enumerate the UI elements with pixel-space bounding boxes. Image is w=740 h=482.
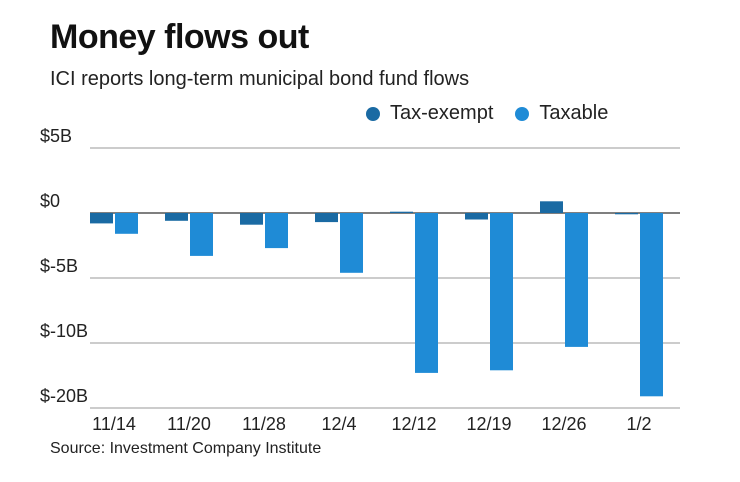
legend-item-tax-exempt: Tax-exempt xyxy=(366,102,493,125)
legend-item-taxable: Taxable xyxy=(515,102,608,125)
bar-tax-exempt-12-4 xyxy=(315,213,338,223)
legend-swatch-taxable xyxy=(515,106,530,121)
x-tick-label: 11/14 xyxy=(92,414,136,434)
bar-taxable-1-2 xyxy=(640,213,663,397)
bar-tax-exempt-12-26 xyxy=(540,201,563,213)
bar-tax-exempt-12-12 xyxy=(390,211,413,213)
legend: Tax-exempt Taxable xyxy=(366,102,630,125)
bar-tax-exempt-11-28 xyxy=(240,213,263,225)
y-tick-label: $-10B xyxy=(40,321,88,341)
y-tick-label: $0 xyxy=(40,191,60,211)
legend-label-tax-exempt: Tax-exempt xyxy=(390,102,494,124)
legend-label-taxable: Taxable xyxy=(539,102,609,124)
x-tick-label: 12/26 xyxy=(541,414,586,434)
y-tick-label: $5B xyxy=(40,126,72,146)
bar-taxable-11-14 xyxy=(115,213,138,234)
bar-tax-exempt-12-19 xyxy=(465,213,488,220)
chart-title: Money flows out xyxy=(50,18,309,56)
source-note: Source: Investment Company Institute xyxy=(50,440,322,457)
bar-taxable-12-4 xyxy=(340,213,363,273)
legend-swatch-tax-exempt xyxy=(366,106,380,121)
x-tick-label: 11/20 xyxy=(167,414,211,434)
bar-tax-exempt-1-2 xyxy=(615,213,638,215)
bar-taxable-11-20 xyxy=(190,213,213,256)
x-tick-label: 12/12 xyxy=(391,414,436,434)
x-tick-label: 12/4 xyxy=(321,414,356,434)
bar-taxable-12-19 xyxy=(490,213,513,371)
bar-tax-exempt-11-14 xyxy=(90,213,113,224)
x-tick-label: 11/28 xyxy=(242,414,286,434)
x-tick-label: 12/19 xyxy=(466,414,511,434)
bar-taxable-12-26 xyxy=(565,213,588,347)
bar-taxable-12-12 xyxy=(415,213,438,373)
y-tick-label: $-5B xyxy=(40,256,78,276)
chart-subtitle: ICI reports long-term municipal bond fun… xyxy=(50,68,470,90)
y-tick-label: $-20B xyxy=(40,386,88,406)
bar-taxable-11-28 xyxy=(265,213,288,249)
x-tick-label: 1/2 xyxy=(626,414,651,434)
bar-tax-exempt-11-20 xyxy=(165,213,188,221)
